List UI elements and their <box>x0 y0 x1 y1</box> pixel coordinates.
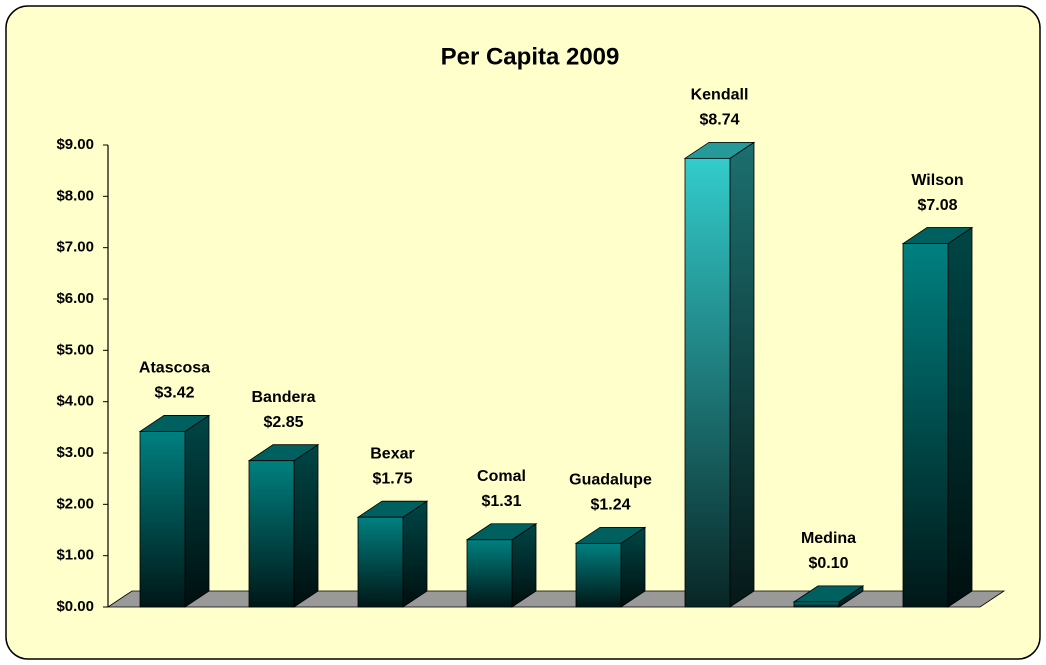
y-tick-label: $0.00 <box>56 598 94 615</box>
y-tick-label: $5.00 <box>56 341 94 358</box>
chart-title: Per Capita 2009 <box>441 43 620 70</box>
bar <box>357 516 404 608</box>
category-label: Bandera <box>251 389 315 406</box>
bar <box>139 431 186 608</box>
category-label: Medina <box>801 530 856 547</box>
bar-group <box>683 141 756 608</box>
y-tick-label: $1.00 <box>56 547 94 564</box>
bar-side <box>402 500 428 608</box>
y-tick-label: $4.00 <box>56 393 94 410</box>
y-tick-label: $8.00 <box>56 187 94 204</box>
bar <box>248 460 295 608</box>
bar-group <box>247 443 320 608</box>
y-tick-label: $7.00 <box>56 239 94 256</box>
bar-group <box>356 500 429 608</box>
category-label: Wilson <box>911 172 963 189</box>
bar <box>575 542 622 608</box>
value-label: $1.75 <box>372 470 412 487</box>
y-tick-label: $6.00 <box>56 290 94 307</box>
bar-side <box>729 141 755 608</box>
y-tick-label: $9.00 <box>56 136 94 153</box>
bar-group <box>574 526 647 608</box>
bar-group <box>792 585 865 608</box>
value-label: $3.42 <box>154 385 194 402</box>
category-label: Guadalupe <box>569 472 652 489</box>
bar-side <box>947 226 973 608</box>
value-label: $1.31 <box>481 493 521 510</box>
bar-group <box>465 523 538 608</box>
bar-group <box>901 226 974 608</box>
floor <box>106 590 1006 608</box>
value-label: $8.74 <box>699 112 739 129</box>
value-label: $0.10 <box>808 555 848 572</box>
bar <box>793 601 840 608</box>
category-label: Comal <box>477 468 526 485</box>
y-tick-label: $2.00 <box>56 495 94 512</box>
category-label: Atascosa <box>139 360 210 377</box>
y-tick-label: $3.00 <box>56 444 94 461</box>
category-label: Bexar <box>370 445 414 462</box>
bar <box>684 157 731 608</box>
bar <box>902 243 949 608</box>
value-label: $1.24 <box>590 497 630 514</box>
bar-group <box>138 414 211 608</box>
value-label: $2.85 <box>263 414 303 431</box>
bar-side <box>293 443 319 608</box>
category-label: Kendall <box>691 87 749 104</box>
bar <box>466 539 513 608</box>
bar-side <box>184 414 210 608</box>
value-label: $7.08 <box>917 197 957 214</box>
